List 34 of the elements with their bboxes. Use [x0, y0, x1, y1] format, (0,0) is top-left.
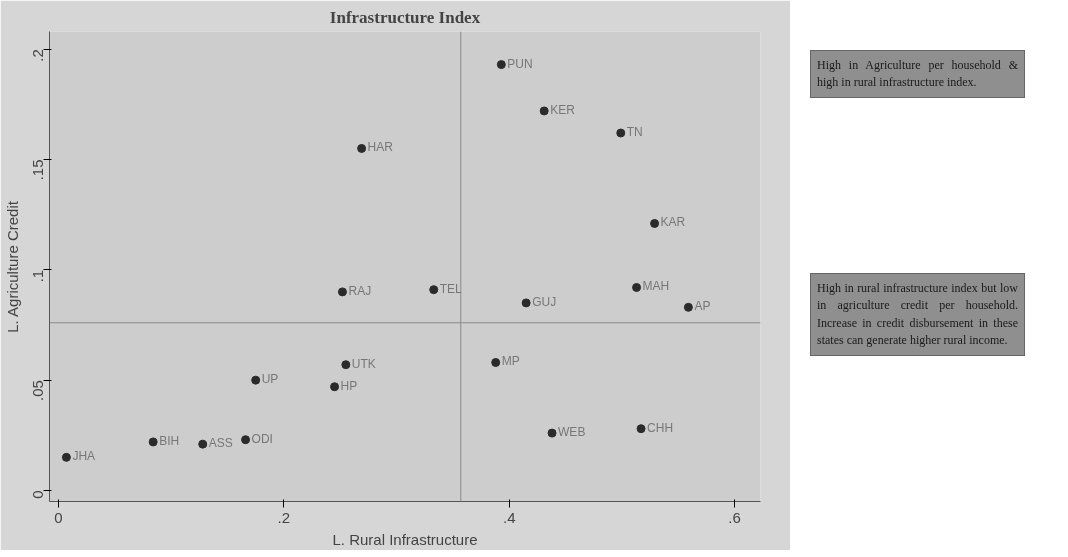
annotation: HP: [340, 378, 358, 393]
annotation: MP: [501, 354, 520, 369]
annotation: KER: [550, 102, 576, 117]
annotation: GUJ: [532, 294, 557, 309]
chart-title: Infrastructure Index: [329, 7, 481, 27]
annotation: TEL: [439, 281, 463, 296]
annotation: KAR: [660, 215, 686, 230]
annotation: JHA: [72, 449, 96, 464]
annotation: HAR: [367, 140, 394, 155]
x-tick-label: .4: [502, 508, 516, 526]
y-tick-label: .05: [29, 380, 47, 401]
y-tick-label: .15: [29, 159, 47, 181]
annotation: PUN: [507, 56, 533, 71]
annotation: TN: [626, 125, 643, 139]
text: High in Agriculture per household & high in rural infrastructure index.: [817, 57, 1018, 92]
x-tick-label: .2: [277, 508, 291, 526]
x-tick-label: 0: [54, 508, 63, 526]
annotation: ASS: [208, 436, 233, 451]
y-tick-label: .1: [29, 269, 47, 283]
annotation: AP: [694, 299, 711, 314]
annotation: WEB: [558, 425, 586, 440]
x-axis-title: L. Rural Infrastructure: [332, 530, 478, 548]
annotation: UP: [261, 372, 279, 387]
annotation: UTK: [351, 356, 376, 371]
text: High in rural infrastructure index but low in agriculture credit per household. Increase in credit disbursement in these states can generate higher rural income.: [817, 280, 1018, 349]
y-tick-label: .2: [29, 49, 47, 62]
annotation: BIH: [159, 433, 180, 448]
annotation: ODI: [251, 431, 273, 446]
y-axis-title: L. Agriculture Credit: [3, 200, 21, 333]
x-tick-label: .6: [728, 508, 741, 526]
annotation: MAH: [642, 279, 670, 294]
annotation: RAJ: [348, 283, 372, 298]
y-tick-label: 0: [29, 490, 47, 499]
annotation: CHH: [647, 420, 674, 435]
